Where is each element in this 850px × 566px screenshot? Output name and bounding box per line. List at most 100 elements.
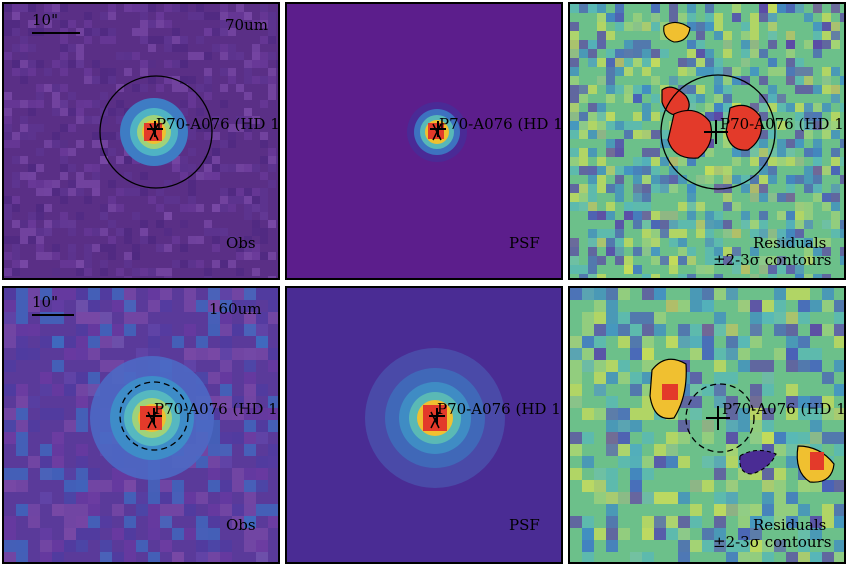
noise-pixel (220, 444, 232, 456)
noise-pixel (148, 288, 160, 300)
noise-pixel (4, 20, 12, 28)
noise-pixel (188, 148, 196, 156)
source-label: P70-A076 (HD 1 (156, 115, 280, 133)
noise-pixel (651, 256, 660, 265)
noise-pixel (840, 175, 844, 184)
noise-pixel (36, 60, 44, 68)
noise-pixel (738, 336, 750, 348)
noise-pixel (768, 31, 777, 40)
noise-pixel (20, 156, 28, 164)
noise-pixel (786, 238, 795, 247)
noise-pixel (570, 238, 579, 247)
noise-pixel (633, 184, 642, 193)
noise-pixel (594, 480, 606, 492)
noise-pixel (260, 172, 268, 180)
noise-pixel (615, 13, 624, 22)
noise-pixel (140, 12, 148, 20)
noise-pixel (68, 260, 76, 268)
noise-pixel (220, 164, 228, 172)
noise-pixel (160, 480, 172, 492)
noise-pixel (228, 260, 236, 268)
noise-pixel (660, 49, 669, 58)
noise-pixel (588, 184, 597, 193)
noise-pixel (696, 31, 705, 40)
noise-pixel (714, 540, 726, 552)
noise-pixel (244, 132, 252, 140)
noise-pixel (750, 408, 762, 420)
noise-pixel (100, 140, 108, 148)
noise-pixel (76, 212, 84, 220)
noise-pixel (140, 188, 148, 196)
noise-pixel (831, 94, 840, 103)
noise-pixel (714, 360, 726, 372)
noise-pixel (606, 444, 618, 456)
noise-pixel (702, 456, 714, 468)
noise-pixel (678, 13, 687, 22)
noise-pixel (4, 4, 12, 12)
noise-pixel (813, 247, 822, 256)
noise-pixel (52, 552, 64, 562)
noise-pixel (624, 94, 633, 103)
noise-pixel (188, 12, 196, 20)
noise-pixel (696, 22, 705, 31)
noise-pixel (140, 172, 148, 180)
noise-pixel (276, 60, 278, 68)
noise-pixel (774, 348, 786, 360)
noise-pixel (28, 456, 40, 468)
noise-pixel (813, 31, 822, 40)
noise-pixel (88, 504, 100, 516)
noise-pixel (164, 212, 172, 220)
noise-pixel (76, 384, 88, 396)
noise-pixel (570, 360, 582, 372)
noise-pixel (822, 238, 831, 247)
noise-pixel (4, 140, 12, 148)
noise-pixel (834, 336, 844, 348)
noise-pixel (252, 60, 260, 68)
noise-pixel (618, 456, 630, 468)
noise-pixel (594, 528, 606, 540)
noise-pixel (777, 238, 786, 247)
noise-pixel (236, 4, 244, 12)
noise-pixel (268, 252, 276, 260)
noise-pixel (244, 396, 256, 408)
noise-pixel (220, 4, 228, 12)
noise-pixel (84, 36, 92, 44)
noise-pixel (759, 4, 768, 13)
noise-pixel (88, 480, 100, 492)
noise-pixel (582, 528, 594, 540)
noise-pixel (678, 336, 690, 348)
noise-pixel (208, 348, 220, 360)
noise-pixel (762, 432, 774, 444)
noise-pixel (831, 40, 840, 49)
image-160um-residual (570, 288, 844, 562)
noise-pixel (786, 4, 795, 13)
noise-pixel (244, 540, 256, 552)
noise-pixel (705, 13, 714, 22)
noise-pixel (570, 40, 579, 49)
noise-pixel (810, 552, 822, 562)
noise-pixel (68, 188, 76, 196)
noise-pixel (777, 211, 786, 220)
noise-pixel (606, 76, 615, 85)
noise-pixel (40, 288, 52, 300)
noise-pixel (660, 31, 669, 40)
noise-pixel (660, 139, 669, 148)
noise-pixel (804, 76, 813, 85)
noise-pixel (16, 312, 28, 324)
noise-pixel (786, 552, 798, 562)
noise-pixel (220, 408, 232, 420)
noise-pixel (212, 204, 220, 212)
noise-pixel (723, 166, 732, 175)
noise-pixel (180, 76, 188, 84)
image-160um-psf (287, 288, 561, 562)
noise-pixel (40, 528, 52, 540)
noise-pixel (606, 49, 615, 58)
noise-pixel (714, 76, 723, 85)
noise-pixel (76, 180, 84, 188)
noise-pixel (180, 220, 188, 228)
noise-pixel (188, 260, 196, 268)
noise-pixel (597, 184, 606, 193)
noise-pixel (726, 372, 738, 384)
noise-pixel (795, 175, 804, 184)
noise-pixel (244, 212, 252, 220)
